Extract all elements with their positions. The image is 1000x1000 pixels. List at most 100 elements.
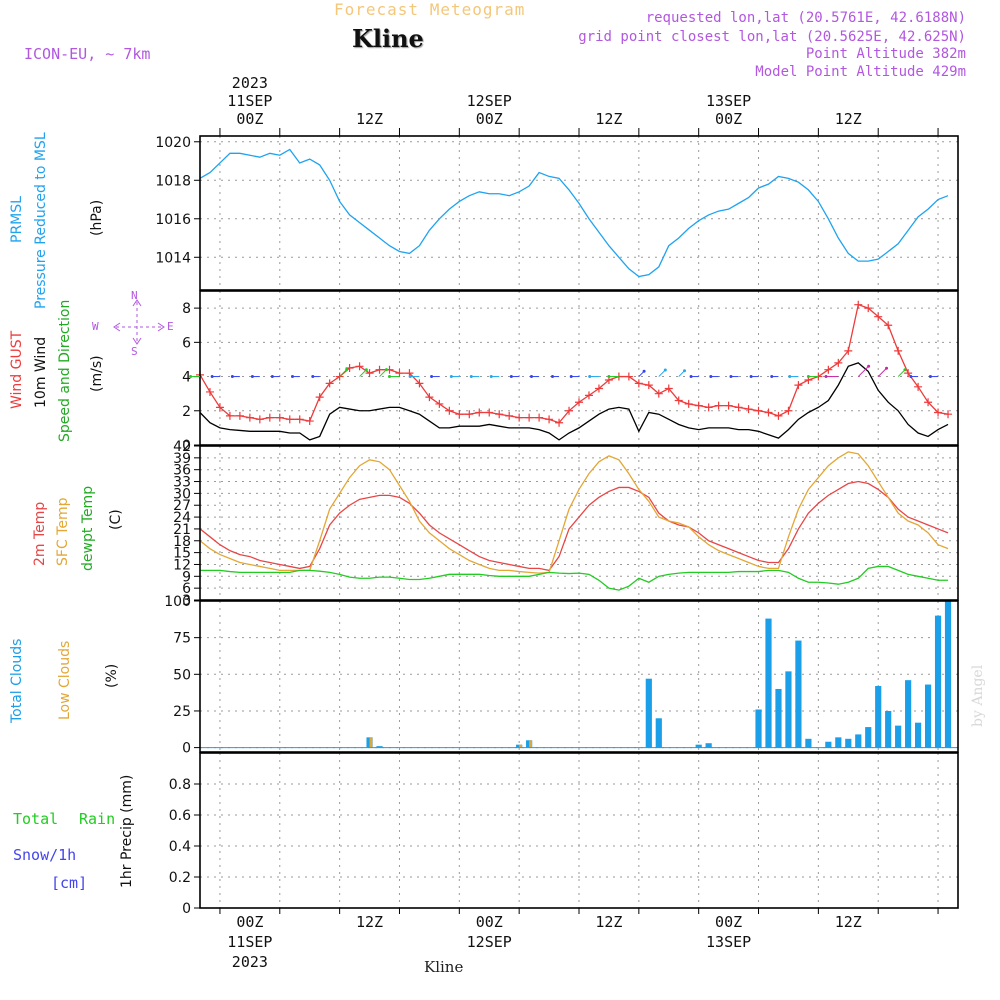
y-tick-label: 2 (182, 404, 191, 420)
wind-arrow-head (489, 375, 493, 379)
time-label-bottom: 12Z (330, 912, 410, 932)
gust-marker (265, 413, 274, 422)
footer-location: Kline (424, 958, 464, 976)
cloud-bar (835, 737, 842, 748)
wind-arrow-head (408, 375, 412, 379)
gust-marker (485, 408, 494, 417)
y-tick-label: 0.2 (169, 870, 191, 886)
gust-marker (305, 417, 314, 426)
series-line-wind-gust (199, 303, 949, 424)
gust-marker (714, 401, 723, 410)
wind-arrow (379, 369, 387, 377)
model-altitude: Model Point Altitude 429m (755, 64, 966, 80)
y-tick-label: 33 (173, 475, 191, 491)
gust-marker (744, 405, 753, 414)
wind-arrow-head (788, 375, 792, 379)
gust-marker (275, 413, 284, 422)
gust-marker (335, 372, 344, 381)
wind-arrow-head (189, 375, 193, 379)
time-label-bottom: 00Z 12SEP (449, 912, 529, 952)
gust-marker (834, 358, 843, 367)
gust-marker (525, 413, 534, 422)
compass-s-label: S (131, 345, 138, 358)
cloud-bar (805, 738, 812, 748)
time-label-line: 12SEP (466, 92, 512, 110)
cloud-bar (825, 741, 832, 748)
gust-marker (505, 411, 514, 420)
gust-marker (664, 384, 673, 393)
gust-marker (535, 413, 544, 422)
wind-arrow-head (509, 375, 513, 379)
cloud-bar (895, 725, 902, 748)
time-label-bottom: 00Z 11SEP 2023 (210, 912, 290, 972)
wind-arrow-head (345, 368, 349, 372)
time-label-line: 12Z (834, 110, 862, 128)
cloud-bar (944, 601, 952, 748)
gust-marker (415, 379, 424, 388)
series-group-2 (199, 451, 949, 591)
gust-marker (754, 406, 763, 415)
wind-arrow-head (824, 375, 828, 379)
cloud-bar (795, 640, 802, 748)
wind-arrow-head (903, 368, 907, 372)
y-tick-label: 18 (173, 534, 191, 550)
time-label-line: 12Z (595, 913, 623, 931)
point-altitude: Point Altitude 382m (805, 46, 966, 62)
y-tick-label: 9 (182, 569, 191, 585)
y-tick-label: 4 (182, 370, 191, 386)
wind-arrow (339, 369, 348, 377)
wind-arrow-head (770, 375, 774, 379)
series-line-2m-temp (199, 480, 949, 572)
time-label-bottom: 12Z (808, 912, 888, 932)
y-tick-label: 0 (182, 901, 191, 917)
wind-arrow-head (928, 375, 932, 379)
gust-marker (934, 408, 943, 417)
y-tick-label: 0 (182, 438, 191, 454)
y-tick-label: 0.4 (169, 839, 191, 855)
gust-marker (944, 410, 953, 419)
panel-frame (199, 445, 959, 601)
cloud-bar (705, 743, 712, 748)
cloud-bar (376, 746, 383, 748)
wind-arrow (857, 365, 869, 377)
wind-arrow-head (230, 375, 234, 379)
time-label-line: 2023 (231, 953, 268, 971)
cloud-bar (695, 744, 702, 748)
y-tick-label: 100 (164, 594, 191, 610)
gust-marker (395, 369, 404, 378)
series-group-1 (196, 300, 953, 441)
gust-marker (654, 389, 663, 398)
gust-marker (355, 362, 364, 371)
y-tick-label: 15 (173, 546, 191, 562)
time-label-top: 13SEP 00Z (689, 92, 769, 128)
y-tick-label: 6 (182, 335, 191, 351)
panel-3 (194, 600, 959, 753)
gust-marker (295, 415, 304, 424)
gust-marker (784, 406, 793, 415)
cloud-bar (915, 722, 922, 748)
series-line-10m-wind (199, 362, 949, 441)
wind-arrow (877, 367, 887, 377)
gust-marker (205, 387, 214, 396)
y-tick-label: 42 (173, 439, 191, 455)
wind-arrow-head (642, 369, 646, 373)
gust-marker (624, 372, 633, 381)
wind-arrow-head (364, 368, 368, 372)
cloud-bar (934, 615, 942, 748)
gust-marker (475, 408, 484, 417)
y-tick-label: 50 (173, 667, 191, 683)
y-tick-label: 75 (173, 631, 191, 647)
y-tick-label: 36 (173, 463, 191, 479)
cloud-bar (655, 718, 662, 748)
gust-marker (884, 321, 893, 330)
y-tick-label: 24 (173, 510, 191, 526)
gust-marker (555, 418, 564, 427)
snow-label: Snow/1h (13, 846, 77, 864)
gust-marker (824, 365, 833, 374)
time-label-line: 13SEP (706, 92, 752, 110)
wind-arrow-head (529, 375, 533, 379)
wind-arrow-head (311, 375, 315, 379)
time-label-top: 12Z (808, 110, 888, 128)
gust-marker (904, 369, 913, 378)
wind-arrow-head (663, 368, 667, 372)
